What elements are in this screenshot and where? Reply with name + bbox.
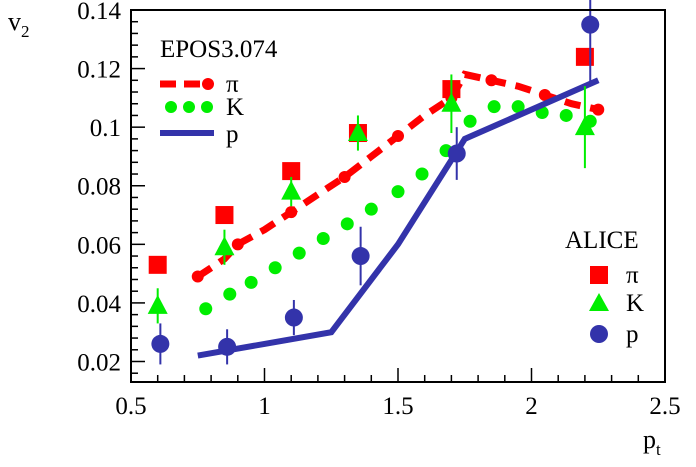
data-legend-p-label: p [626, 321, 639, 348]
y-tick-label-4: 0.1 [90, 115, 121, 142]
data-point-p-4 [447, 144, 466, 163]
model-point-k-2 [244, 275, 258, 289]
model-point-k-4 [292, 246, 306, 260]
data-legend-pi-label: π [626, 262, 639, 289]
y-axis-label-main: v [8, 7, 21, 36]
model-legend: EPOS3.074 π K p [160, 36, 278, 148]
y-tick-label-1: 0.04 [77, 291, 121, 318]
data-point-k-2 [281, 180, 302, 200]
model-point-pi-0 [191, 270, 204, 283]
data-point-p-1 [218, 337, 237, 356]
model-point-k-9 [415, 167, 429, 181]
model-point-k-3 [268, 261, 282, 275]
model-point-pi-6 [338, 170, 351, 183]
y-tick-label-6: 0.14 [77, 0, 121, 25]
legend-dot-k-2 [183, 101, 195, 113]
y-axis-label-sub: 2 [21, 22, 30, 41]
x-tick-label-0: 0.5 [115, 393, 146, 420]
legend-dot-k-3 [201, 101, 213, 113]
model-point-pi-16 [592, 103, 605, 116]
data-point-k-4 [441, 92, 462, 112]
model-point-k-6 [340, 217, 354, 231]
x-tick-label-3: 2 [525, 393, 538, 420]
data-legend-k-label: K [626, 290, 644, 317]
model-point-pi-14 [538, 88, 551, 101]
y-tick-label-3: 0.08 [77, 174, 121, 201]
x-tick-label-1: 1 [258, 393, 271, 420]
model-legend-k-label: K [226, 94, 244, 121]
model-point-k-7 [364, 202, 378, 216]
data-point-k-1 [214, 236, 235, 256]
model-point-k-0 [199, 302, 213, 316]
legend-circle-p [590, 325, 608, 343]
model-point-pi-12 [485, 74, 498, 87]
model-point-k-11 [463, 114, 477, 128]
legend-dot-pi [202, 78, 214, 90]
model-point-k-5 [316, 231, 330, 245]
model-point-k-13 [511, 100, 525, 114]
model-legend-p-label: p [226, 121, 239, 148]
y-tick-label-5: 0.12 [77, 57, 121, 84]
legend-dot-k-1 [165, 101, 177, 113]
model-point-pi-4 [285, 206, 298, 219]
x-axis-label-main: p [643, 425, 656, 454]
model-point-k-15 [559, 108, 573, 122]
data-legend-title: ALICE [565, 227, 639, 254]
legend-square-pi [590, 266, 608, 284]
model-legend-title: EPOS3.074 [160, 36, 278, 63]
model-point-k-8 [391, 185, 405, 199]
x-axis-label-sub: t [656, 440, 661, 459]
model-point-pi-2 [231, 238, 244, 251]
x-tick-label-4: 2.5 [649, 393, 680, 420]
data-point-k-0 [147, 294, 168, 314]
model-legend-pi-label: π [226, 71, 239, 98]
data-point-k-3 [347, 122, 368, 142]
data-point-p-2 [284, 308, 303, 327]
model-line-p [197, 77, 600, 359]
y-tick-label-2: 0.06 [77, 232, 121, 259]
data-point-pi-0 [148, 255, 167, 274]
model-point-k-12 [487, 100, 501, 114]
data-point-p-5 [581, 15, 600, 34]
legend-triangle-k [589, 293, 609, 311]
data-point-p-0 [151, 334, 170, 353]
axes: 0.5 1 1.5 2 2.5 0.02 0.04 0.06 0.08 0.1 0.12 0.14 [77, 0, 680, 420]
model-point-pi-8 [392, 129, 404, 142]
y-tick-label-0: 0.02 [77, 349, 121, 376]
data-point-k-5 [574, 116, 595, 136]
y-axis-label: v2 [8, 7, 30, 41]
data-point-pi-2 [282, 162, 301, 181]
x-axis-label: pt [643, 425, 661, 459]
data-point-pi-1 [215, 206, 234, 225]
data-point-p-3 [351, 247, 370, 266]
plot-marks [147, 0, 605, 365]
x-tick-label-2: 1.5 [382, 393, 413, 420]
data-legend: ALICE π K p [565, 227, 644, 348]
model-point-k-1 [223, 287, 237, 301]
